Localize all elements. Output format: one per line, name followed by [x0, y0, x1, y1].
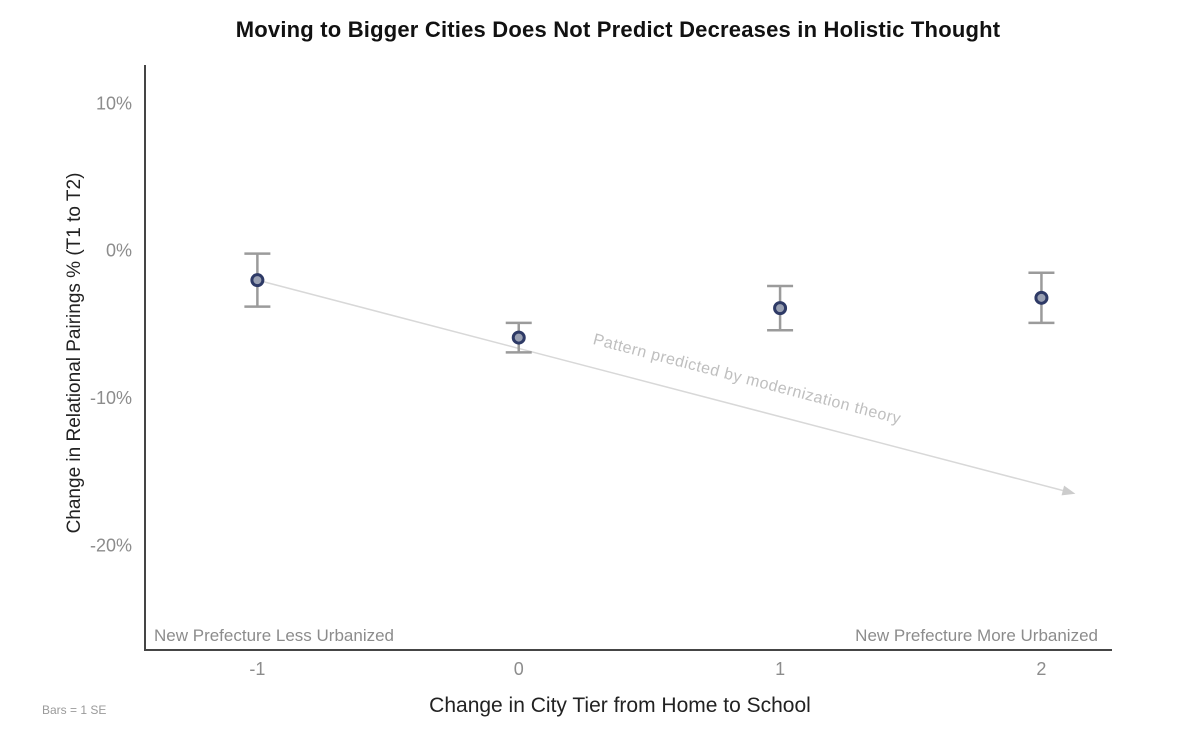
data-point [511, 330, 526, 345]
x-axis-title: Change in City Tier from Home to School [429, 694, 811, 717]
axis-right-annotation: New Prefecture More Urbanized [855, 626, 1098, 645]
error-bar-footnote: Bars = 1 SE [42, 703, 107, 717]
chart-title: Moving to Bigger Cities Does Not Predict… [235, 17, 1001, 42]
data-point [1034, 290, 1049, 305]
x-tick-label: 1 [775, 659, 785, 679]
y-tick-label: -10% [90, 388, 132, 408]
x-tick-label: -1 [249, 659, 265, 679]
x-tick-label: 0 [514, 659, 524, 679]
data-point [250, 273, 265, 288]
data-point [773, 301, 788, 316]
trend-arrow-line [257, 279, 1066, 493]
axes [144, 65, 1112, 651]
y-tick-label: -20% [90, 535, 132, 555]
x-tick-label: 2 [1036, 659, 1046, 679]
trend-arrowhead [1061, 485, 1076, 496]
y-tick-label: 0% [106, 241, 132, 261]
axis-left-annotation: New Prefecture Less Urbanized [154, 626, 394, 645]
y-tick-label: 10% [96, 93, 132, 113]
